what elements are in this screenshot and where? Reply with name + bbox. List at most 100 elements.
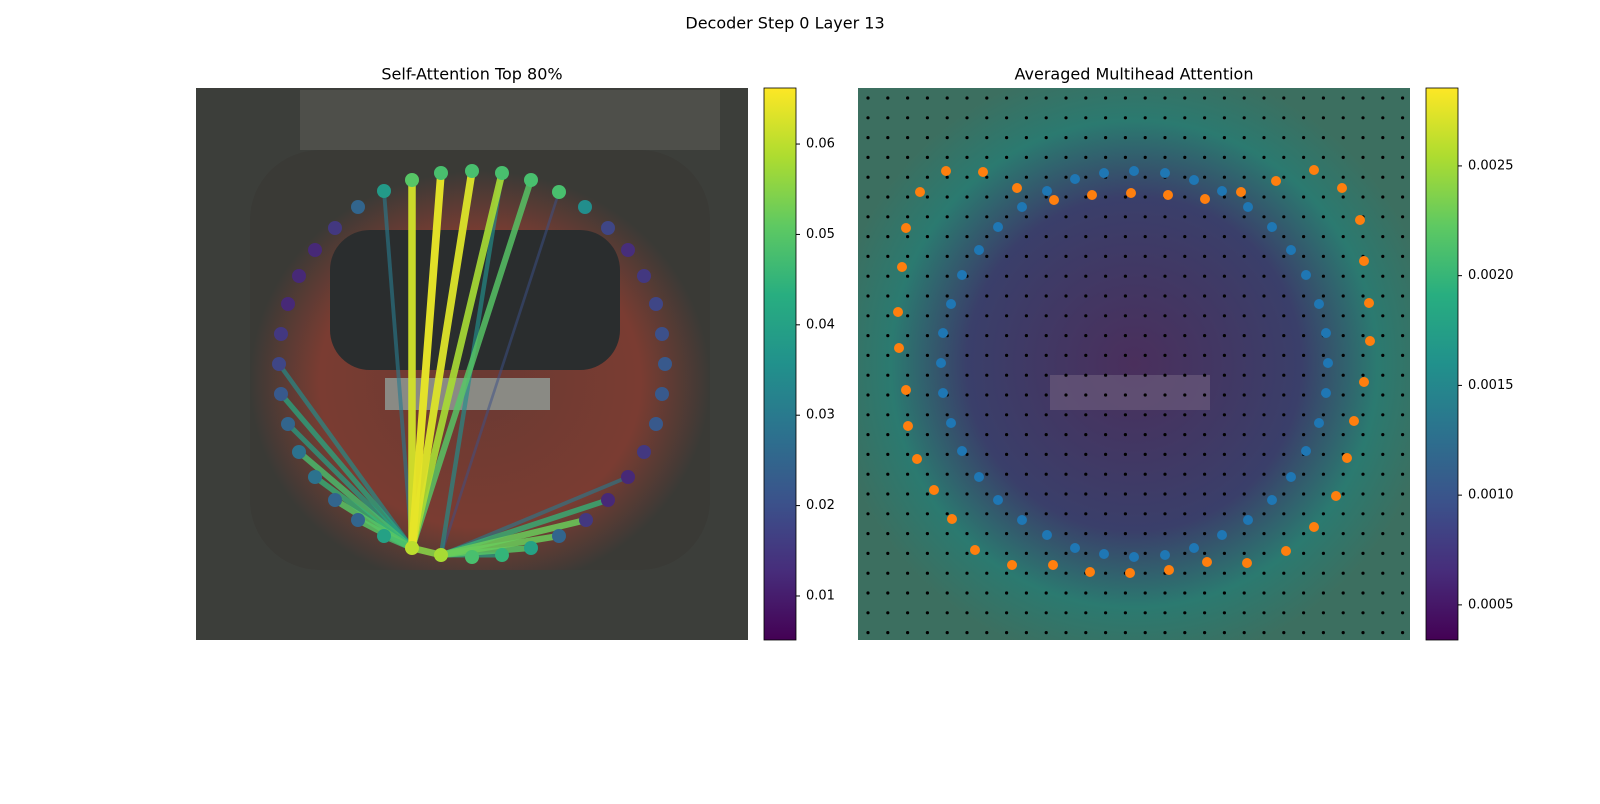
grid-dot [1064, 294, 1068, 298]
node [308, 470, 322, 484]
grid-dot [1064, 175, 1068, 179]
grid-dot [945, 314, 949, 318]
colorbar-tick-label: 0.0010 [1468, 488, 1514, 503]
grid-dot [1163, 492, 1167, 496]
grid-dot [1143, 551, 1147, 556]
subplot-title: Self-Attention Top 80% [381, 65, 562, 84]
grid-dot [1222, 314, 1226, 318]
grid-dot [965, 116, 969, 120]
grid-dot [1084, 373, 1088, 377]
grid-dot [1084, 136, 1088, 140]
grid-dot [906, 116, 910, 120]
grid-dot [1262, 472, 1266, 476]
grid-dot [1242, 235, 1246, 239]
grid-dot [1064, 433, 1068, 437]
grid-dot [1123, 195, 1127, 199]
grid-dot [1361, 136, 1365, 140]
grid-dot [1401, 393, 1405, 397]
grid-dot [1183, 314, 1187, 318]
grid-dot [1222, 631, 1226, 635]
grid-dot [945, 235, 949, 239]
point [1243, 515, 1253, 525]
grid-dot [1044, 373, 1048, 377]
grid-dot [1123, 492, 1127, 496]
grid-dot [1341, 314, 1345, 318]
grid-dot [906, 155, 910, 159]
grid-dot [1123, 433, 1127, 437]
grid-dot [1302, 611, 1306, 615]
grid-dot [1064, 532, 1068, 536]
grid-dot [1242, 551, 1246, 556]
grid-dot [925, 353, 930, 357]
node [274, 327, 288, 341]
grid-dot [1381, 551, 1385, 556]
attention-edge [382, 189, 414, 550]
point [1309, 165, 1319, 175]
colorbar-tick-label: 0.03 [806, 408, 835, 423]
grid-dot [1242, 413, 1246, 417]
grid-dot [1084, 314, 1088, 318]
grid-dot [1203, 492, 1207, 496]
grid-dot [906, 492, 910, 496]
node [351, 513, 365, 527]
right-background [858, 88, 1410, 640]
grid-dot [1123, 155, 1127, 159]
grid-dot [1361, 195, 1365, 199]
grid-dot [1123, 512, 1127, 516]
grid-dot [1242, 532, 1246, 536]
point [938, 388, 948, 398]
grid-dot [1123, 96, 1127, 100]
grid-dot [1005, 274, 1009, 278]
grid-dot [1203, 472, 1207, 476]
grid-dot [925, 334, 930, 338]
point [1017, 515, 1027, 525]
grid-dot [1163, 373, 1167, 377]
grid-dot [1084, 452, 1088, 456]
grid-dot [1341, 116, 1345, 120]
grid-dot [965, 591, 969, 595]
grid-dot [1143, 373, 1147, 377]
colorbar-tick-label: 0.02 [806, 498, 835, 513]
node [405, 541, 419, 555]
point [1049, 195, 1059, 205]
grid-dot [1044, 274, 1048, 278]
grid-dot [1262, 155, 1266, 159]
grid-dot [1143, 512, 1147, 516]
point [912, 454, 922, 464]
grid-dot [1084, 294, 1088, 298]
grid-dot [1361, 294, 1365, 298]
grid-dot [985, 254, 989, 258]
grid-dot [965, 175, 969, 179]
grid-dot [1064, 373, 1068, 377]
grid-dot [1084, 96, 1088, 100]
grid-dot [925, 155, 930, 159]
grid-dot [1163, 591, 1167, 595]
grid-dot [1262, 512, 1266, 516]
grid-dot [925, 195, 930, 199]
grid-dot [1361, 393, 1365, 397]
grid-dot [965, 413, 969, 417]
grid-dot [886, 136, 890, 140]
grid-dot [1401, 215, 1405, 219]
grid-dot [1302, 591, 1306, 595]
grid-dot [1381, 235, 1385, 239]
point [946, 418, 956, 428]
grid-dot [1044, 512, 1048, 516]
grid-dot [925, 551, 930, 556]
grid-dot [1064, 235, 1068, 239]
grid-dot [1242, 353, 1246, 357]
grid-dot [1282, 452, 1286, 456]
grid-dot [1044, 334, 1048, 338]
grid-dot [1381, 512, 1385, 516]
grid-dot [1321, 373, 1325, 377]
grid-dot [1064, 413, 1068, 417]
node [524, 173, 538, 187]
grid-dot [906, 235, 910, 239]
grid-dot [925, 215, 930, 219]
point [1160, 168, 1170, 178]
grid-dot [1282, 413, 1286, 417]
grid-dot [1242, 591, 1246, 595]
grid-dot [1222, 254, 1226, 258]
grid-dot [1183, 472, 1187, 476]
grid-dot [1203, 254, 1207, 258]
